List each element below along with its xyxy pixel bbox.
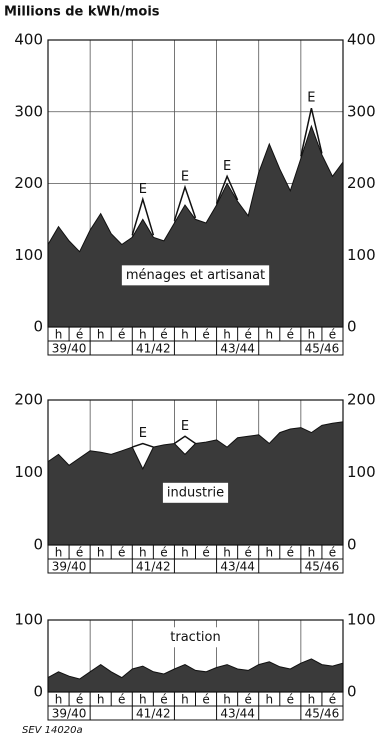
x-tick-label: h [55, 328, 63, 342]
x-tick-label: é [160, 546, 167, 560]
y-tick-label: 100 [14, 463, 43, 481]
period-label: 43/44 [220, 707, 255, 721]
chart-title: Millions de kWh/mois [4, 5, 160, 20]
e-label: E [223, 159, 231, 174]
x-tick-label: é [287, 693, 294, 707]
x-tick-label: h [181, 693, 189, 707]
x-tick-label: é [76, 328, 83, 342]
x-tick-label: h [55, 693, 63, 707]
period-label: 39/40 [52, 342, 87, 356]
label-box [121, 265, 270, 286]
x-tick-label: h [181, 546, 189, 560]
x-tick-label: h [55, 546, 63, 560]
period-label: 41/42 [136, 707, 171, 721]
x-tick-label: é [202, 693, 209, 707]
period-label: 43/44 [220, 342, 255, 356]
label-box [162, 482, 229, 503]
y-tick-label: 100 [14, 246, 43, 264]
footer: SEV 14020a [22, 725, 83, 736]
period-label: 45/46 [305, 560, 340, 574]
y2-tick-label: 100 [347, 246, 376, 264]
series-label: traction [170, 630, 220, 645]
period-label: 41/42 [136, 560, 171, 574]
y-tick-label: 200 [14, 391, 43, 409]
x-tick-label: é [118, 693, 125, 707]
y2-tick-label: 0 [347, 536, 357, 554]
x-tick-label: h [265, 328, 273, 342]
x-tick-label: h [139, 328, 147, 342]
x-tick-label: h [223, 328, 231, 342]
x-tick-label: é [76, 546, 83, 560]
x-tick-label: é [118, 546, 125, 560]
x-tick-label: é [244, 546, 251, 560]
x-tick-label: é [287, 328, 294, 342]
e-line [173, 435, 196, 445]
x-tick-label: é [160, 693, 167, 707]
y2-tick-label: 100 [347, 611, 376, 629]
y-tick-label: 300 [14, 102, 43, 120]
x-tick-label: h [97, 693, 105, 707]
e-line [215, 174, 239, 204]
x-tick-label: é [244, 328, 251, 342]
y2-tick-label: 400 [347, 31, 376, 49]
series-label: industrie [167, 485, 224, 500]
e-label: E [181, 170, 189, 185]
y-tick-label: 0 [33, 683, 43, 701]
period-label: 43/44 [220, 560, 255, 574]
x-tick-label: é [76, 693, 83, 707]
x-tick-label: h [265, 693, 273, 707]
y2-tick-label: 0 [347, 683, 357, 701]
x-tick-label: h [97, 328, 105, 342]
x-tick-label: h [223, 546, 231, 560]
e-label: E [181, 419, 189, 434]
x-tick-label: h [223, 693, 231, 707]
e-line [132, 442, 154, 448]
e-label: E [139, 426, 147, 441]
x-tick-label: h [308, 328, 316, 342]
e-line [131, 196, 155, 236]
x-tick-label: é [329, 546, 336, 560]
e-label: E [139, 182, 147, 197]
x-tick-label: é [118, 328, 125, 342]
y2-tick-label: 0 [347, 318, 357, 336]
x-tick-label: é [160, 328, 167, 342]
y2-tick-label: 200 [347, 174, 376, 192]
y-tick-label: 400 [14, 31, 43, 49]
x-tick-label: é [202, 328, 209, 342]
x-tick-label: é [329, 328, 336, 342]
x-tick-label: h [139, 546, 147, 560]
e-label: E [307, 91, 315, 106]
y2-tick-label: 100 [347, 463, 376, 481]
y-tick-label: 0 [33, 318, 43, 336]
x-tick-label: h [181, 328, 189, 342]
x-tick-label: é [329, 693, 336, 707]
y2-tick-label: 200 [347, 391, 376, 409]
e-line [300, 108, 323, 157]
e-line [173, 184, 197, 222]
series-label: ménages et artisanat [126, 268, 265, 283]
x-tick-label: h [265, 546, 273, 560]
label-box [166, 627, 225, 648]
x-tick-label: é [287, 546, 294, 560]
x-tick-label: h [308, 693, 316, 707]
area [47, 658, 344, 693]
period-label: 39/40 [52, 560, 87, 574]
x-tick-label: h [139, 693, 147, 707]
x-tick-label: h [308, 546, 316, 560]
x-tick-label: é [202, 546, 209, 560]
period-label: 39/40 [52, 707, 87, 721]
period-label: 45/46 [305, 707, 340, 721]
y-tick-label: 100 [14, 611, 43, 629]
y-tick-label: 0 [33, 536, 43, 554]
y-tick-label: 200 [14, 174, 43, 192]
period-label: 41/42 [136, 342, 171, 356]
period-label: 45/46 [305, 342, 340, 356]
x-tick-label: é [244, 693, 251, 707]
x-tick-label: h [97, 546, 105, 560]
y2-tick-label: 300 [347, 102, 376, 120]
area [47, 124, 344, 328]
